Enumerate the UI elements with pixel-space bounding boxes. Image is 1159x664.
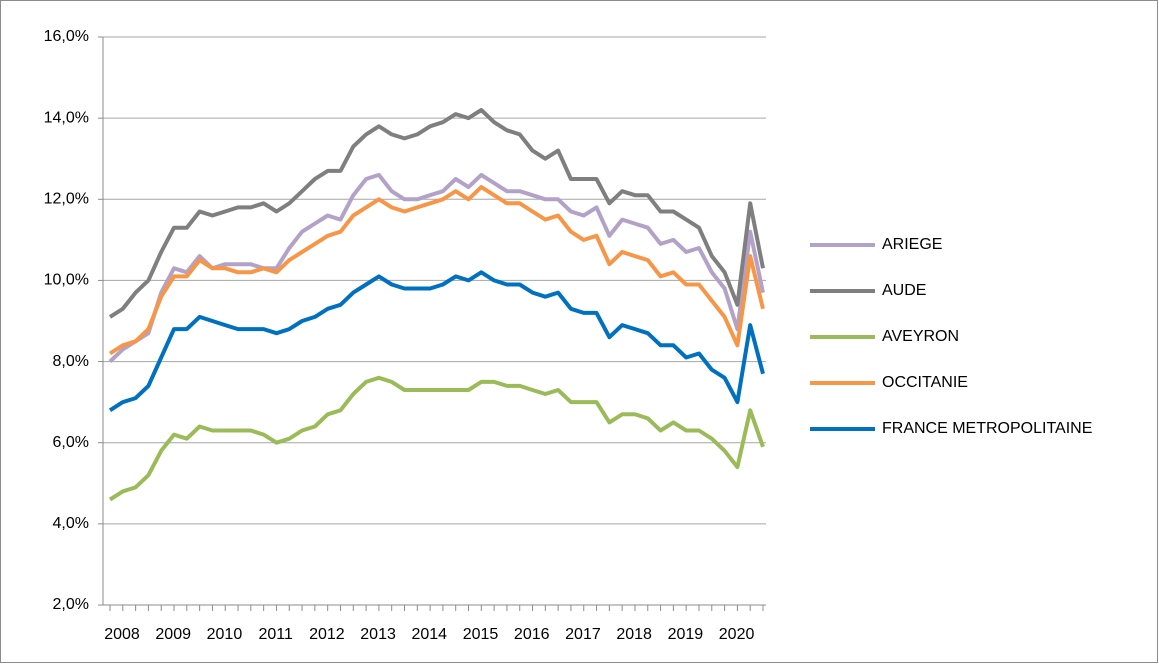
y-tick-label: 16,0% xyxy=(44,28,89,45)
series-line xyxy=(108,172,765,364)
y-tick-label: 12,0% xyxy=(44,191,89,208)
y-tick-label: 14,0% xyxy=(44,109,89,126)
series-line xyxy=(108,270,765,412)
legend-label: AUDE xyxy=(882,282,926,299)
x-tick-label: 2020 xyxy=(719,626,755,643)
x-tick-label: 2019 xyxy=(668,626,704,643)
x-tick-label: 2008 xyxy=(104,626,140,643)
legend-label: OCCITANIE xyxy=(882,374,968,391)
y-tick-label: 8,0% xyxy=(53,353,89,370)
x-tick-label: 2018 xyxy=(616,626,652,643)
series-line xyxy=(108,108,765,319)
y-tick-label: 10,0% xyxy=(44,272,89,289)
y-tick-label: 2,0% xyxy=(53,596,89,613)
series-line xyxy=(108,375,765,502)
y-tick-label: 6,0% xyxy=(53,434,89,451)
legend-label: AVEYRON xyxy=(882,328,959,345)
y-tick-label: 4,0% xyxy=(53,515,89,532)
x-tick-label: 2011 xyxy=(258,626,293,643)
x-tick-label: 2010 xyxy=(207,626,243,643)
x-tick-label: 2012 xyxy=(309,626,345,643)
x-tick-label: 2014 xyxy=(411,626,447,643)
x-tick-label: 2013 xyxy=(360,626,396,643)
series-line xyxy=(108,185,765,356)
x-tick-label: 2009 xyxy=(155,626,191,643)
x-tick-label: 2015 xyxy=(463,626,499,643)
x-tick-label: 2016 xyxy=(514,626,550,643)
legend-label: FRANCE METROPOLITAINE xyxy=(882,420,1092,437)
legend-label: ARIEGE xyxy=(882,236,942,253)
x-tick-label: 2017 xyxy=(565,626,601,643)
